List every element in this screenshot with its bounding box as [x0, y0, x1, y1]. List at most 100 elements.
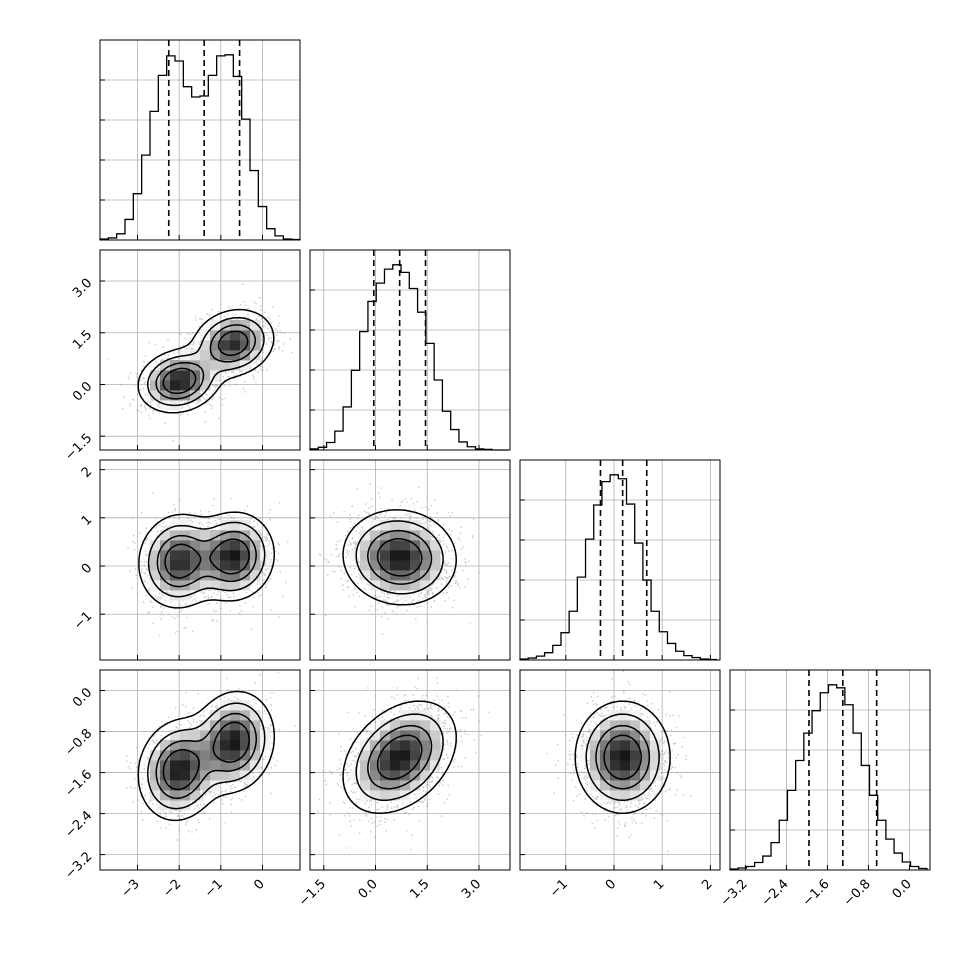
density-cell [380, 770, 391, 781]
density-cell [420, 740, 431, 751]
density-cell [380, 750, 391, 761]
density-cell [200, 570, 211, 581]
density-cell [380, 570, 391, 581]
density-cell [370, 790, 381, 801]
density-cell [150, 760, 161, 771]
panel-frame [309, 459, 511, 661]
density-cell [170, 550, 181, 561]
density-cell [590, 770, 601, 781]
density-cell [620, 770, 631, 781]
density-cell [640, 760, 651, 771]
density-cell [420, 580, 431, 591]
density-cell [370, 550, 381, 561]
histogram-panel-1 [309, 249, 511, 451]
density-cell [240, 730, 251, 741]
density-cell [380, 550, 391, 561]
density-cell [390, 730, 401, 741]
density-cell [250, 710, 261, 721]
density-cell [190, 570, 201, 581]
density-cell [630, 710, 641, 721]
density-cell [210, 760, 221, 771]
density-cell [370, 580, 381, 591]
density-cell [240, 750, 251, 761]
density-cell [600, 740, 611, 751]
density-cell [190, 730, 201, 741]
panel-frame [99, 459, 301, 661]
density-cell [210, 360, 221, 371]
density-cell [630, 770, 641, 781]
y-tick-label: 1 [79, 513, 95, 529]
density-cell [180, 730, 191, 741]
contour-line-0 [164, 538, 250, 579]
density-cell [170, 750, 181, 761]
density-cell [650, 740, 661, 751]
density-cell [600, 720, 611, 731]
y-tick-label: 0 [79, 561, 95, 577]
density-cell [170, 760, 181, 771]
x-tick-label: −2 [160, 877, 184, 901]
x-tick-label: 3.0 [459, 877, 484, 902]
histogram-panel-2 [519, 459, 721, 661]
density-cell [200, 770, 211, 781]
density-cell [220, 320, 231, 331]
density-cell [410, 520, 421, 531]
density-cell [390, 790, 401, 801]
density-cell [220, 750, 231, 761]
x-tick-label: −0.8 [841, 877, 874, 910]
density-cell [230, 580, 241, 591]
contour-line-2 [146, 316, 265, 407]
density-cell [180, 770, 191, 781]
density-cell [420, 750, 431, 761]
density-cell [190, 760, 201, 771]
density-cell [590, 760, 601, 771]
density-cell [150, 770, 161, 781]
density-cell [210, 710, 221, 721]
density-cell [160, 360, 171, 371]
density-cell [380, 530, 391, 541]
density-cell [360, 560, 371, 571]
density-cell [610, 750, 621, 761]
density-cell [420, 770, 431, 781]
density-cell [160, 780, 171, 791]
density-cell [230, 530, 241, 541]
density-cell [400, 560, 411, 571]
panel-frame [309, 669, 511, 871]
contour-line-3 [342, 509, 457, 606]
y-tick-label: 3.0 [70, 276, 95, 301]
scatter-panel-3-0 [99, 669, 301, 871]
histogram-panel-0 [99, 39, 301, 241]
density-cell [380, 580, 391, 591]
density-cell [170, 780, 181, 791]
density-cell [190, 550, 201, 561]
density-cell [230, 760, 241, 771]
density-cell [220, 360, 231, 371]
density-cell [190, 740, 201, 751]
density-cell [160, 380, 171, 391]
density-cell [400, 540, 411, 551]
density-cell [200, 740, 211, 751]
density-cell [400, 750, 411, 761]
density-cell [410, 740, 421, 751]
contour-line-2 [147, 521, 266, 598]
density-cell [380, 780, 391, 791]
density-cell [620, 750, 631, 761]
density-cell [250, 530, 261, 541]
contour-line-1 [367, 724, 433, 790]
density-cell [170, 530, 181, 541]
contour-line-1 [367, 529, 433, 585]
x-tick-label: −1 [202, 877, 226, 901]
contour-line-3 [137, 690, 276, 822]
density-cell [200, 550, 211, 561]
density-cell [160, 390, 171, 401]
density-cell [630, 720, 641, 731]
density-cell [150, 560, 161, 571]
density-cell [240, 710, 251, 721]
density-cell [590, 750, 601, 761]
density-cell [170, 360, 181, 371]
y-tick-label: 1.5 [70, 327, 95, 352]
contour-line-2 [355, 520, 444, 595]
density-cell [400, 740, 411, 751]
density-cell [410, 560, 421, 571]
histogram-step-2 [519, 474, 718, 661]
density-cell [420, 560, 431, 571]
